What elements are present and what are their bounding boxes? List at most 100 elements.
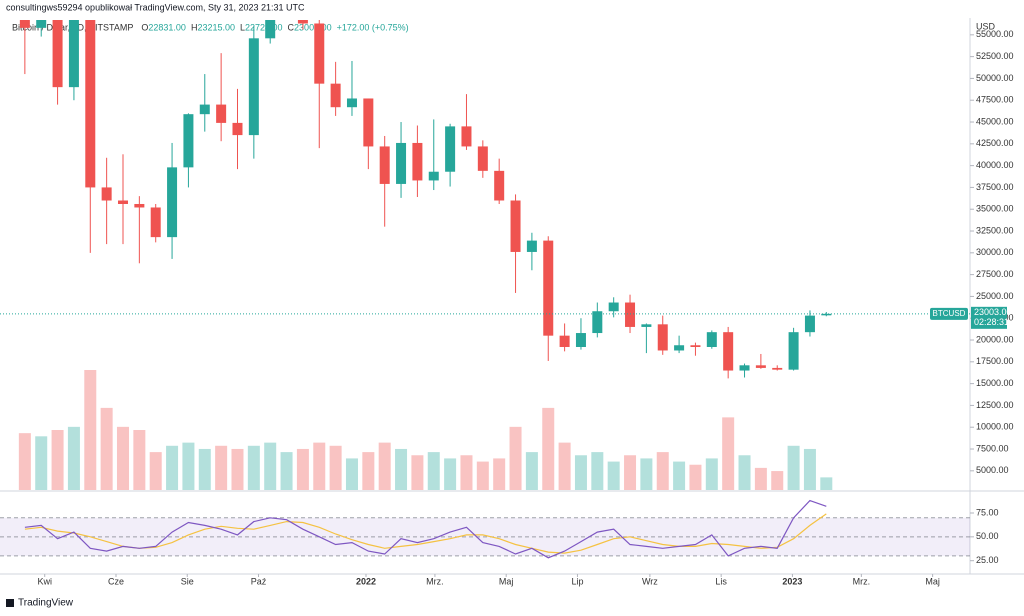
volume-bar xyxy=(722,417,735,490)
candle-body xyxy=(167,167,178,238)
y-tick-label: 52500.00 xyxy=(976,51,1014,61)
volume-bar xyxy=(116,426,129,490)
candle-body xyxy=(674,345,685,351)
volume-bar xyxy=(149,452,162,490)
volume-bar xyxy=(509,426,522,490)
y-tick-label: 27500.00 xyxy=(976,269,1014,279)
y-tick-label: 50000.00 xyxy=(976,73,1014,83)
candle-body xyxy=(134,203,145,208)
candle-body xyxy=(346,98,357,108)
volume-bar xyxy=(460,455,473,490)
y-tick-label: 55000.00 xyxy=(976,29,1014,39)
candle-body xyxy=(412,142,423,181)
price-tag xyxy=(971,306,1007,329)
price-pane xyxy=(0,20,970,490)
volume-bar xyxy=(231,448,244,490)
volume-bar xyxy=(640,458,653,490)
legend-change: +172.00 (+0.75%) xyxy=(337,22,409,32)
candle-body xyxy=(641,324,652,327)
candle-body xyxy=(510,200,521,252)
volume-bar xyxy=(591,452,604,490)
legend-value: 23215.00 xyxy=(197,22,235,32)
volume-bar xyxy=(100,407,113,490)
volume-bar xyxy=(395,448,408,490)
volume-bar xyxy=(329,445,342,490)
candle-body xyxy=(428,171,439,181)
candle-body xyxy=(232,122,243,136)
volume-bar xyxy=(444,458,457,490)
volume-bar xyxy=(247,445,260,490)
price-label: 23003.00 xyxy=(974,307,1012,317)
x-tick-label: Maj xyxy=(925,576,940,586)
candle-body xyxy=(608,302,619,312)
candle-body xyxy=(101,187,112,201)
candle-body xyxy=(52,20,63,88)
volume-bar xyxy=(35,436,48,490)
volume-bar xyxy=(542,407,555,490)
candle-body xyxy=(559,335,570,347)
candle-body xyxy=(706,332,717,347)
volume-bar xyxy=(215,445,228,490)
x-tick-label: 2023 xyxy=(782,576,802,586)
volume-bar xyxy=(198,448,211,490)
candle-body xyxy=(379,146,390,184)
x-tick-label: Lip xyxy=(571,576,583,586)
candle-body xyxy=(755,365,766,368)
y-tick-label: 10000.00 xyxy=(976,422,1014,432)
volume-bar xyxy=(787,445,800,490)
volume-bar xyxy=(362,452,375,490)
volume-bar xyxy=(558,442,571,490)
candle-body xyxy=(543,240,554,336)
countdown: 02:28:31 xyxy=(974,317,1009,327)
y-tick-label: 7500.00 xyxy=(976,443,1009,453)
rsi-pane xyxy=(0,499,970,559)
volume-bar xyxy=(296,448,309,490)
x-tick-label: Maj xyxy=(499,576,514,586)
symbol-tag xyxy=(930,307,968,320)
volume-bar xyxy=(427,452,440,490)
y-tick-label: 12500.00 xyxy=(976,400,1014,410)
volume-bar xyxy=(280,452,293,490)
x-tick-label: 2022 xyxy=(356,576,376,586)
y-tick-label: 5000.00 xyxy=(976,465,1009,475)
legend-value: 23003.00 xyxy=(294,22,332,32)
candle-body xyxy=(739,365,750,371)
rsi-line xyxy=(24,499,827,559)
axes: 5000.00 7500.00 10000.00 12500.00 15000.00 17… xyxy=(37,29,1013,586)
volume-bar xyxy=(51,430,64,490)
y-tick-label: 20000.00 xyxy=(976,334,1014,344)
volume-bar xyxy=(820,477,833,490)
candle-body xyxy=(723,332,734,371)
candle-body xyxy=(363,98,374,147)
candle-body xyxy=(477,146,488,171)
legend-value: 22724.00 xyxy=(245,22,283,32)
candle-body xyxy=(445,126,456,172)
y2-tick-label: 75.00 xyxy=(976,507,999,517)
candle-body xyxy=(494,170,505,201)
x-tick-label: Mrz. xyxy=(426,576,444,586)
candle-body xyxy=(85,20,96,188)
volume-bar xyxy=(67,426,80,490)
volume-bar xyxy=(18,433,31,490)
volume-bar xyxy=(166,445,179,490)
y-tick-label: 30000.00 xyxy=(976,247,1014,257)
candle-body xyxy=(690,345,701,347)
candle-body xyxy=(772,367,783,370)
volume-bar xyxy=(607,461,620,490)
candle-body xyxy=(526,240,537,252)
y-tick-label: 47500.00 xyxy=(976,95,1014,105)
volume-bar xyxy=(705,458,718,490)
x-tick-label: Mrz. xyxy=(853,576,871,586)
candle-body xyxy=(117,200,128,204)
y2-tick-label: 25.00 xyxy=(976,555,999,565)
logo: TradingView xyxy=(6,598,74,609)
candle-body xyxy=(330,83,341,108)
volume-bar xyxy=(771,471,784,490)
candle-body xyxy=(592,311,603,334)
x-tick-label: Cze xyxy=(108,576,124,586)
volume-bar xyxy=(133,430,146,490)
volume-bar xyxy=(738,455,751,490)
volume-bar xyxy=(574,455,587,490)
volume-bar xyxy=(313,442,326,490)
